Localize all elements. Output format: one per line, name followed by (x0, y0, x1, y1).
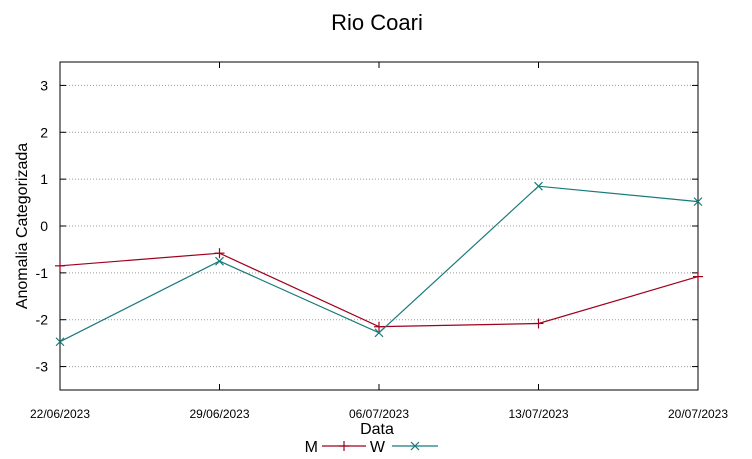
data-point (533, 318, 544, 329)
y-tick-label: -1 (36, 265, 49, 281)
legend-entry-W: W (370, 439, 438, 456)
y-tick-label: 2 (40, 124, 48, 140)
data-point (693, 271, 703, 282)
y-tick-label: -3 (36, 359, 49, 375)
x-tick-label: 20/07/2023 (668, 407, 728, 421)
x-axis-label: Data (360, 421, 394, 438)
y-axis: 3 2 1 0 -1 -2 -3 (36, 77, 698, 375)
data-point (534, 181, 543, 191)
legend-label: W (370, 439, 386, 456)
series-line (59, 252, 699, 328)
x-tick-label: 13/07/2023 (508, 407, 568, 421)
y-tick-label: 1 (40, 171, 48, 187)
y-tick-label: 0 (40, 218, 48, 234)
x-axis: 22/06/2023 29/06/2023 06/07/2023 13/07/2023… (30, 62, 728, 421)
x-tick-label: 29/06/2023 (189, 407, 249, 421)
y-tick-label: -2 (36, 312, 49, 328)
grid (60, 84, 698, 368)
series-line (59, 185, 699, 343)
x-tick-label: 22/06/2023 (30, 407, 90, 421)
legend-marker (410, 441, 420, 451)
legend-entry-M: M (305, 439, 366, 456)
data-point (55, 260, 65, 271)
data-point (374, 321, 384, 332)
y-axis-label: Anomalia Categorizada (14, 143, 31, 309)
series-W (55, 181, 703, 347)
data-point (214, 248, 225, 259)
series-M (55, 248, 703, 332)
data-point (215, 256, 224, 266)
data-point (55, 337, 65, 347)
series-layer (55, 181, 703, 347)
data-point (693, 197, 703, 207)
chart-title: Rio Coari (331, 10, 423, 35)
data-point (374, 328, 384, 338)
legend-label: M (305, 439, 318, 456)
legend-marker (339, 441, 349, 451)
y-tick-label: 3 (40, 77, 48, 93)
x-tick-label: 06/07/2023 (349, 407, 409, 421)
